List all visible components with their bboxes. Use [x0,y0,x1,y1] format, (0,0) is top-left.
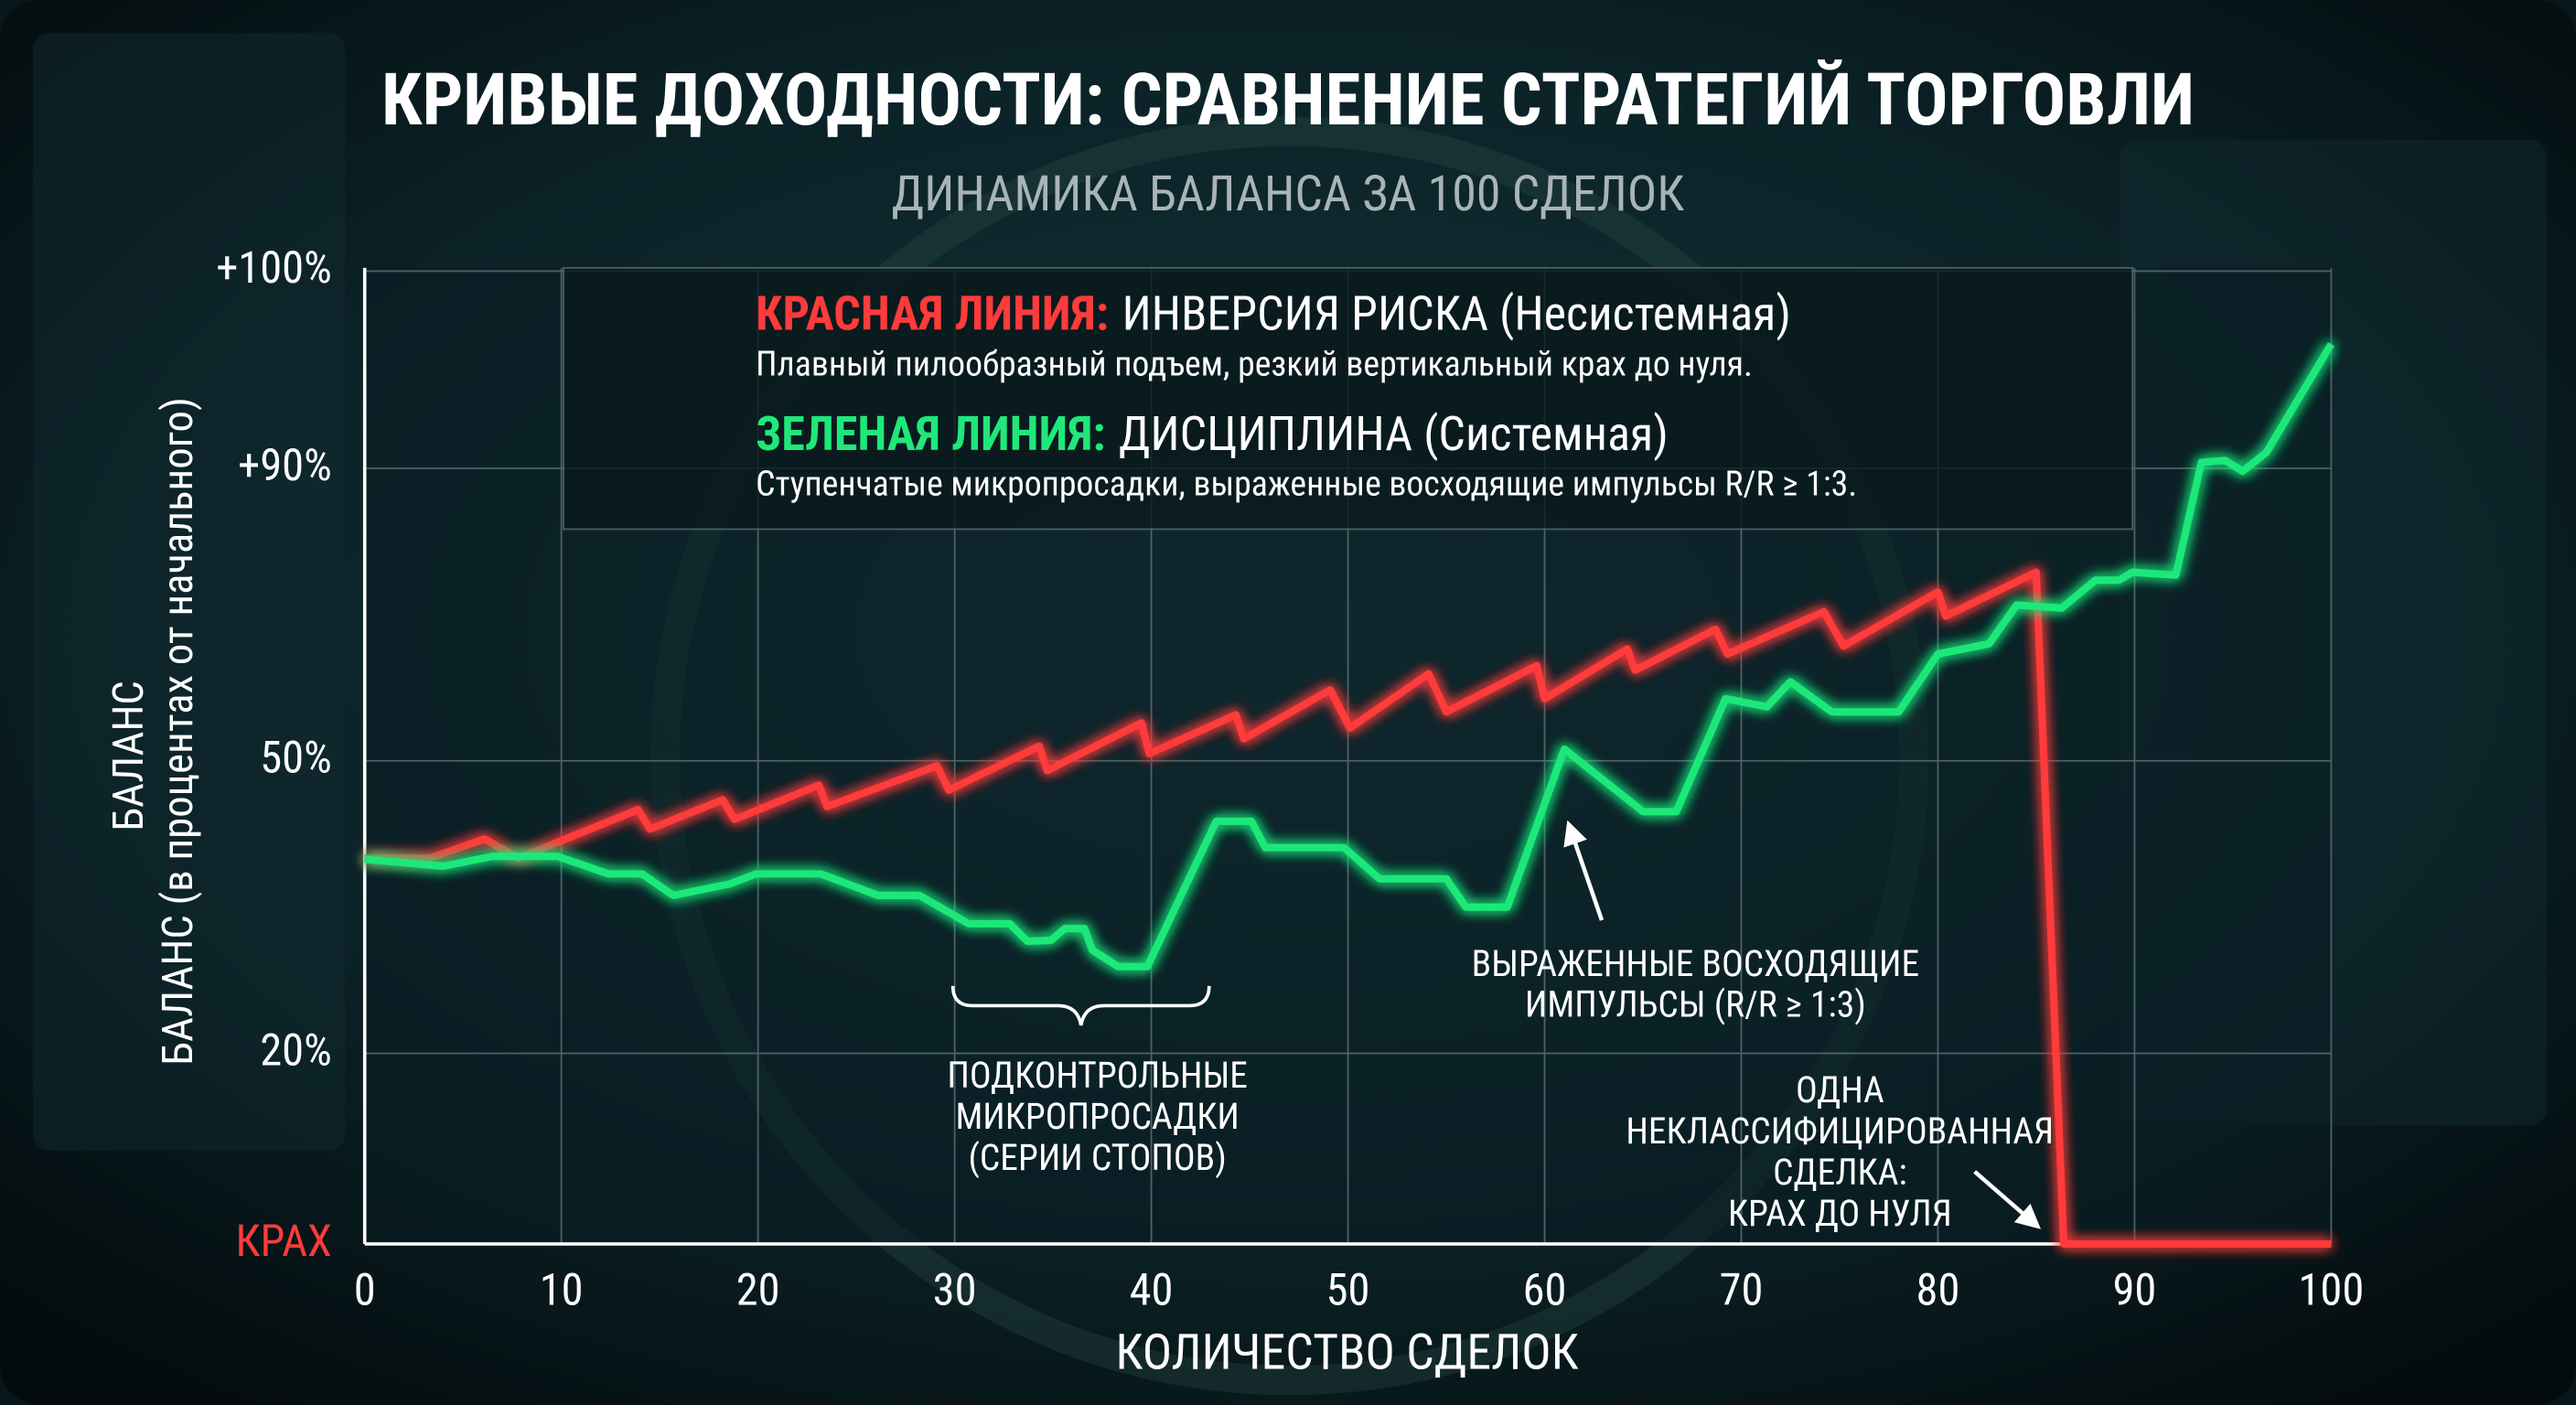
arrow [1563,820,1605,921]
legend-description: Плавный пилообразный подъем, резкий верт… [756,345,1753,385]
legend-entry: ЗЕЛЕНАЯ ЛИНИЯ: ДИСЦИПЛИНА (Системная) [756,406,1669,462]
x-tick-label: 20 [736,1264,780,1316]
legend-name: КРАСНАЯ ЛИНИЯ: [756,285,1109,341]
x-tick-label: 70 [1720,1264,1764,1316]
legend-name: ЗЕЛЕНАЯ ЛИНИЯ: [756,406,1106,462]
annotation: ОДНА [1796,1068,1884,1111]
series-line [364,568,2332,1248]
y-tick-label: 50% [260,732,332,784]
annotation: СДЕЛКА: [1773,1151,1907,1194]
x-tick-label: 60 [1523,1264,1567,1316]
chart-subtitle: ДИНАМИКА БАЛАНСА ЗА 100 СДЕЛОК [892,166,1685,223]
y-tick-label: +90% [238,439,332,491]
legend-box [563,266,2133,531]
annotation: (СЕРИИ СТОПОВ) [969,1136,1227,1179]
x-tick-label: 30 [933,1264,977,1316]
x-axis-label: КОЛИЧЕСТВО СДЕЛОК [1115,1324,1578,1381]
annotation: КРАХ ДО НУЛЯ [1728,1192,1952,1235]
y-axis-label: БАЛАНС (в процентах от начального) [154,397,203,1066]
y-tick-label: КРАХ [235,1215,331,1267]
x-tick-label: 0 [354,1264,376,1316]
x-tick-label: 80 [1916,1264,1960,1316]
legend-label: ДИСЦИПЛИНА (Системная) [1119,406,1669,462]
annotation: ВЫРАЖЕННЫЕ ВОСХОДЯЩИЕ [1472,942,1920,985]
x-tick-label: 100 [2299,1264,2365,1316]
annotation: МИКРОПРОСАДКИ [955,1095,1239,1138]
x-tick-label: 10 [540,1264,584,1316]
legend-entry: КРАСНАЯ ЛИНИЯ: ИНВЕРСИЯ РИСКА (Несистемна… [756,285,1791,341]
y-axis-label: БАЛАНС [104,681,154,831]
y-tick-label: 20% [260,1024,332,1076]
x-tick-label: 90 [2113,1264,2157,1316]
panel-left [32,32,346,1151]
legend-description: Ступенчатые микропросадки, выраженные во… [756,465,1857,505]
annotation: ПОДКОНТРОЛЬНЫЕ [947,1054,1248,1097]
legend-label: ИНВЕРСИЯ РИСКА (Несистемная) [1122,285,1791,341]
annotation: ИМПУЛЬСЫ (R/R ≥ 1:3) [1525,983,1866,1026]
arrow [1973,1170,2042,1229]
annotation: НЕКЛАССИФИЦИРОВАННАЯ [1626,1110,2054,1153]
x-tick-label: 50 [1326,1264,1370,1316]
y-tick-label: +100% [216,241,332,294]
brace [950,985,1211,1026]
chart-title: КРИВЫЕ ДОХОДНОСТИ: СРАВНЕНИЕ СТРАТЕГИЙ Т… [381,59,2195,143]
series-line [364,342,2334,971]
x-tick-label: 40 [1130,1264,1174,1316]
